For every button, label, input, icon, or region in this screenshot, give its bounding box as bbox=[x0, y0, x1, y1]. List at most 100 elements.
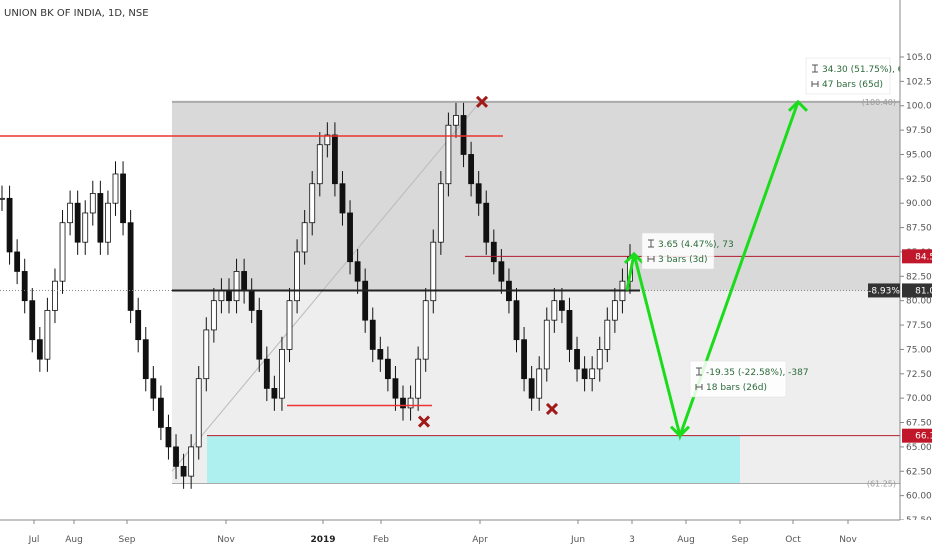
time-tick-label: Jul bbox=[28, 535, 40, 545]
candle-body bbox=[180, 465, 187, 477]
candle-body bbox=[97, 193, 104, 243]
price-tick-label: 60.00 bbox=[906, 492, 932, 502]
candle-body bbox=[521, 339, 527, 380]
candle-body bbox=[248, 290, 255, 311]
candle-body bbox=[271, 388, 278, 399]
candle-body bbox=[142, 339, 149, 380]
candle-body bbox=[483, 202, 490, 243]
candle-body bbox=[233, 271, 240, 302]
time-tick-label: Apr bbox=[472, 535, 488, 545]
candle-body bbox=[475, 183, 482, 204]
candle-body bbox=[203, 329, 210, 380]
box-label-top: (100.40) bbox=[862, 98, 896, 107]
candle-body bbox=[301, 222, 308, 253]
time-tick-label: Aug bbox=[65, 535, 83, 545]
time-tick-label: Aug bbox=[677, 535, 695, 545]
x-marker bbox=[417, 415, 431, 428]
candle-body bbox=[89, 193, 96, 214]
price-tick-label: 87.50 bbox=[906, 224, 932, 234]
candle-body bbox=[150, 378, 157, 399]
measure-bars-icon bbox=[695, 384, 703, 390]
candle-body bbox=[384, 358, 391, 380]
time-tick-label: Jun bbox=[570, 535, 585, 545]
time-tick-label: 3 bbox=[629, 535, 635, 545]
candle-body bbox=[135, 310, 142, 341]
price-tick-label: 62.50 bbox=[906, 467, 932, 477]
candle-body bbox=[105, 202, 111, 243]
candle-body bbox=[468, 154, 475, 185]
candle-body bbox=[332, 134, 338, 185]
price-tick-label: 90.00 bbox=[906, 199, 932, 209]
candle-body bbox=[112, 173, 119, 204]
candle-body bbox=[218, 290, 225, 302]
measure-price-icon bbox=[696, 367, 702, 376]
candle-body bbox=[0, 197, 5, 200]
candle-body bbox=[127, 222, 134, 311]
candle-body bbox=[173, 446, 179, 467]
candle-body bbox=[536, 368, 543, 399]
candle-body bbox=[309, 183, 316, 224]
candle-body bbox=[241, 271, 248, 292]
candle-body bbox=[256, 310, 263, 360]
price-tick-label: 67.50 bbox=[906, 419, 932, 429]
candle-body bbox=[279, 349, 285, 399]
candle-body bbox=[566, 310, 573, 350]
candle-body bbox=[120, 173, 126, 224]
candle-body bbox=[430, 241, 437, 302]
candle-body bbox=[513, 300, 520, 341]
candle-body bbox=[195, 378, 202, 448]
candle-body bbox=[188, 446, 195, 477]
candle-body bbox=[44, 310, 51, 360]
candle-body bbox=[67, 202, 73, 224]
price-tick-label: 80.00 bbox=[906, 297, 932, 307]
candle-body bbox=[157, 397, 164, 428]
price-tick-label: 82.50 bbox=[906, 272, 932, 282]
candle-body bbox=[210, 300, 217, 331]
candle-body bbox=[437, 183, 444, 243]
time-tick-label: Nov bbox=[839, 535, 857, 545]
candle-body bbox=[559, 300, 565, 311]
price-tick-label: 105.00 bbox=[906, 53, 932, 63]
time-tick-label: Nov bbox=[217, 535, 235, 545]
x-marker bbox=[475, 95, 489, 108]
price-badge bbox=[902, 249, 932, 264]
candle-body bbox=[6, 197, 13, 253]
price-tick-label: 95.00 bbox=[906, 150, 932, 160]
candle-body bbox=[294, 251, 300, 302]
price-tick-label: 77.50 bbox=[906, 321, 932, 331]
candle-body bbox=[52, 280, 58, 311]
price-tick-label: 97.50 bbox=[906, 126, 932, 136]
candle-body bbox=[369, 319, 376, 350]
zone-upper bbox=[172, 101, 900, 291]
measure-line2: 3 bars (3d) bbox=[658, 255, 708, 265]
candle-body bbox=[36, 339, 43, 360]
projection-path bbox=[625, 101, 800, 441]
price-tick-label: 65.00 bbox=[906, 443, 932, 453]
price-axis-bg bbox=[900, 0, 932, 550]
measure-box bbox=[641, 232, 715, 270]
time-tick-label: Sep bbox=[119, 535, 136, 545]
measure-bars-icon bbox=[811, 81, 819, 87]
measure-box bbox=[805, 57, 891, 95]
candle-body bbox=[604, 319, 611, 350]
candle-body bbox=[581, 368, 588, 380]
candle-body bbox=[362, 280, 369, 321]
candle-body bbox=[347, 212, 353, 263]
candle-body bbox=[377, 349, 384, 360]
candle-body bbox=[400, 397, 406, 409]
measure-box bbox=[689, 360, 787, 398]
measure-line2: 18 bars (26d) bbox=[706, 383, 767, 393]
candle-body bbox=[316, 144, 323, 185]
candle-body bbox=[324, 134, 331, 146]
candle-body bbox=[543, 319, 550, 370]
candle-body bbox=[611, 300, 618, 321]
candle-body bbox=[574, 349, 580, 370]
arrow-head bbox=[623, 251, 645, 264]
candle-body bbox=[422, 300, 429, 360]
candle-body bbox=[589, 368, 596, 380]
price-tick-label: 70.00 bbox=[906, 394, 932, 404]
price-badge-label: 81.05 bbox=[915, 286, 932, 296]
price-badge-label: 84.55 bbox=[915, 252, 932, 262]
measure-price-icon bbox=[812, 64, 818, 73]
